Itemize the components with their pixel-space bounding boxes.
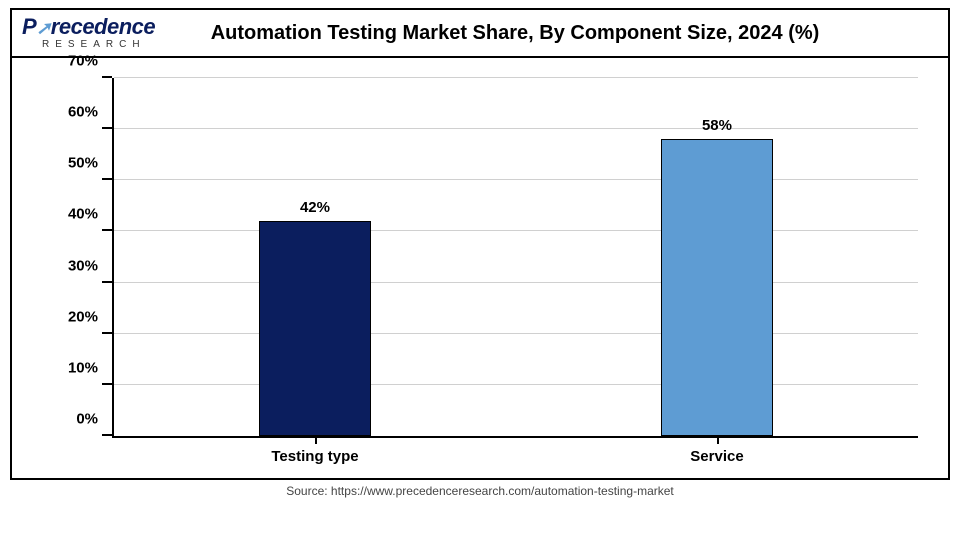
gridline xyxy=(114,230,918,231)
y-tick xyxy=(102,434,112,436)
gridline xyxy=(114,384,918,385)
y-axis-label: 0% xyxy=(76,411,98,428)
y-axis-label: 10% xyxy=(68,359,98,376)
y-tick xyxy=(102,383,112,385)
title-bar: P➚recedence RESEARCH Automation Testing … xyxy=(12,10,948,58)
chart-area: 0%10%20%30%40%50%60%70%42%Testing type58… xyxy=(12,58,948,478)
y-tick xyxy=(102,229,112,231)
logo: P➚recedence RESEARCH xyxy=(22,16,172,50)
bar-value-label: 58% xyxy=(702,117,732,134)
y-tick xyxy=(102,281,112,283)
x-axis-label: Testing type xyxy=(271,448,358,465)
chart-title: Automation Testing Market Share, By Comp… xyxy=(172,22,938,45)
bar: 42% xyxy=(259,221,372,436)
y-tick xyxy=(102,178,112,180)
gridline xyxy=(114,333,918,334)
logo-subtext: RESEARCH xyxy=(42,40,172,50)
bar: 58% xyxy=(661,139,774,436)
y-tick xyxy=(102,332,112,334)
plot-region: 0%10%20%30%40%50%60%70%42%Testing type58… xyxy=(112,78,918,438)
x-axis-label: Service xyxy=(690,448,743,465)
y-axis-label: 50% xyxy=(68,155,98,172)
gridline xyxy=(114,179,918,180)
logo-brand-first: P xyxy=(22,14,36,39)
y-tick xyxy=(102,76,112,78)
logo-brand-rest: recedence xyxy=(51,14,155,39)
gridline xyxy=(114,282,918,283)
y-axis-label: 30% xyxy=(68,257,98,274)
y-axis-label: 60% xyxy=(68,104,98,121)
y-axis-label: 20% xyxy=(68,308,98,325)
y-axis-label: 40% xyxy=(68,206,98,223)
bar-value-label: 42% xyxy=(300,199,330,216)
gridline xyxy=(114,77,918,78)
logo-swoosh-icon: ➚ xyxy=(36,18,51,38)
gridline xyxy=(114,128,918,129)
x-tick xyxy=(717,436,719,444)
source-citation: Source: https://www.precedenceresearch.c… xyxy=(0,484,960,498)
y-tick xyxy=(102,127,112,129)
x-tick xyxy=(315,436,317,444)
chart-container: P➚recedence RESEARCH Automation Testing … xyxy=(10,8,950,480)
y-axis-label: 70% xyxy=(68,53,98,70)
